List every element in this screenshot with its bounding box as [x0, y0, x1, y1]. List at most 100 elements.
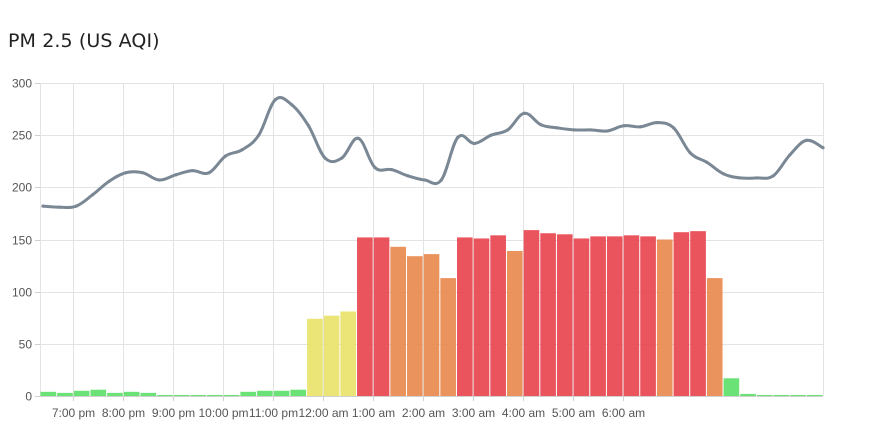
x-tick-label: 5:00 am — [552, 406, 595, 420]
aqi-bar — [440, 278, 456, 396]
trend-point — [721, 172, 726, 176]
aqi-bar — [307, 318, 323, 396]
trend-point — [605, 129, 609, 133]
x-tick-label: 11:00 pm — [249, 406, 298, 420]
trend-point — [456, 135, 460, 139]
y-tick-label: 100 — [12, 286, 32, 300]
aqi-bar — [590, 236, 606, 396]
chart-title: PM 2.5 (US AQI) — [8, 30, 160, 52]
aqi-bar — [90, 389, 107, 396]
aqi-bar — [157, 394, 173, 396]
trend-point — [423, 178, 427, 182]
aqi-trend-line — [41, 96, 825, 210]
trend-point — [539, 123, 543, 127]
aqi-bar — [656, 239, 673, 396]
trend-point — [738, 176, 742, 180]
aqi-bar — [123, 391, 140, 396]
trend-point — [124, 171, 128, 175]
trend-point — [572, 128, 576, 132]
trend-point — [207, 171, 211, 175]
aqi-bar — [673, 232, 690, 396]
y-tick-label: 0 — [25, 390, 32, 404]
aqi-bar — [523, 230, 540, 396]
trend-point — [57, 205, 62, 209]
trend-point — [190, 169, 194, 173]
trend-point — [140, 171, 145, 175]
trend-point — [489, 133, 493, 137]
aqi-bar — [407, 256, 423, 396]
aqi-bar — [556, 234, 573, 396]
trend-point — [804, 138, 809, 142]
aqi-bar — [290, 389, 307, 396]
trend-point — [223, 154, 228, 158]
y-tick-label: 300 — [12, 77, 32, 91]
aqi-bar — [207, 394, 223, 396]
y-tick-label: 50 — [19, 338, 33, 352]
aqi-bar — [390, 246, 407, 396]
aqi-bar — [73, 390, 90, 396]
y-axis-ticks: 0 50 100 150 200 250 300 — [12, 77, 40, 404]
aqi-bar — [706, 278, 723, 396]
bar-layer — [40, 230, 823, 396]
trend-point — [672, 126, 676, 130]
aqi-bar — [423, 254, 440, 396]
trend-point — [174, 173, 178, 177]
trend-point — [688, 151, 692, 155]
trend-point — [356, 136, 360, 140]
trend-point — [290, 103, 294, 107]
x-tick-label: 9:00 pm — [152, 406, 195, 420]
aqi-bar — [373, 237, 390, 396]
aqi-bar — [223, 394, 240, 396]
x-tick-label: 7:00 pm — [52, 406, 95, 420]
x-tick-label: 8:00 pm — [102, 406, 145, 420]
trend-point — [622, 124, 626, 128]
aqi-bar — [623, 235, 640, 396]
trend-point — [555, 126, 560, 130]
trend-point — [705, 160, 709, 164]
aqi-bar — [723, 378, 740, 396]
aqi-bar — [490, 235, 506, 396]
trend-point — [306, 124, 311, 128]
aqi-bar — [506, 250, 523, 396]
aqi-bar — [756, 394, 773, 396]
trend-point — [91, 193, 95, 197]
trend-point — [107, 179, 111, 183]
aqi-bar — [273, 390, 290, 396]
aqi-bar — [40, 391, 57, 396]
x-tick-label: 10:00 pm — [198, 406, 248, 420]
aqi-bar — [790, 394, 806, 396]
trend-point — [257, 133, 261, 137]
aqi-bar — [606, 236, 623, 396]
aqi-bar — [640, 236, 656, 396]
trend-point — [340, 156, 344, 160]
aqi-bar — [340, 311, 357, 396]
aqi-bar — [140, 392, 157, 396]
x-tick-label: 1:00 am — [352, 406, 395, 420]
trend-point — [821, 146, 825, 150]
trend-point — [755, 176, 759, 180]
aqi-bar — [257, 390, 273, 396]
trend-point — [389, 167, 394, 172]
trend-point — [506, 128, 510, 132]
trend-point — [589, 128, 593, 132]
aqi-bar — [740, 393, 756, 396]
x-tick-label: 3:00 am — [452, 406, 495, 420]
aqi-bar — [806, 394, 823, 396]
trend-point — [439, 178, 443, 182]
aqi-bar — [107, 392, 123, 396]
trend-point — [157, 178, 161, 182]
x-tick-label: 6:00 am — [602, 406, 645, 420]
trend-point — [771, 174, 775, 178]
aqi-bar — [573, 238, 590, 396]
y-tick-label: 200 — [12, 181, 32, 195]
trend-point — [323, 156, 327, 160]
y-tick-label: 250 — [12, 129, 32, 143]
trend-point — [41, 204, 45, 208]
trend-point — [406, 174, 410, 178]
aqi-bar — [323, 315, 340, 396]
aqi-bar — [773, 394, 790, 396]
aqi-bar — [240, 391, 257, 396]
trend-point — [240, 148, 244, 152]
